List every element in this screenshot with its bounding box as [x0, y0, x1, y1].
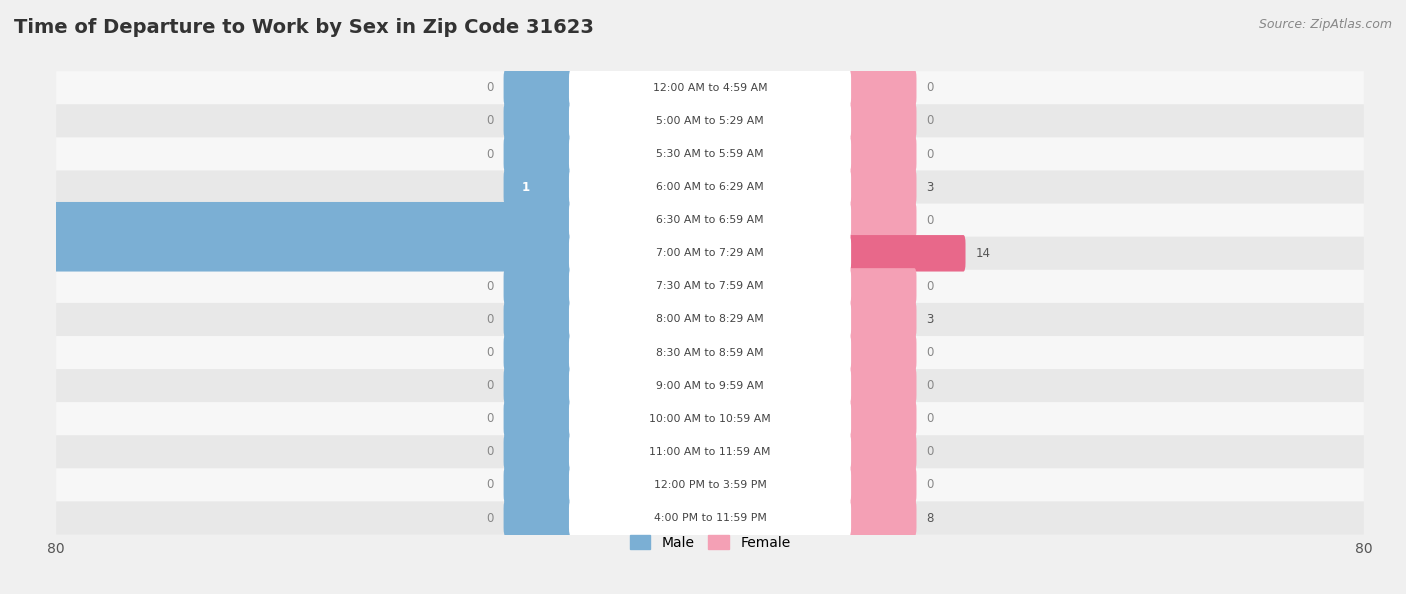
FancyBboxPatch shape — [569, 434, 851, 470]
FancyBboxPatch shape — [846, 169, 917, 206]
FancyBboxPatch shape — [569, 500, 851, 536]
Legend: Male, Female: Male, Female — [624, 529, 796, 555]
FancyBboxPatch shape — [569, 467, 851, 503]
FancyBboxPatch shape — [56, 501, 1364, 535]
FancyBboxPatch shape — [569, 301, 851, 338]
FancyBboxPatch shape — [56, 105, 1364, 137]
FancyBboxPatch shape — [846, 400, 917, 437]
FancyBboxPatch shape — [0, 235, 574, 271]
Text: 0: 0 — [486, 412, 494, 425]
Text: Source: ZipAtlas.com: Source: ZipAtlas.com — [1258, 18, 1392, 31]
Text: 0: 0 — [486, 379, 494, 392]
FancyBboxPatch shape — [569, 368, 851, 404]
FancyBboxPatch shape — [56, 137, 1364, 170]
Text: 0: 0 — [927, 446, 934, 459]
FancyBboxPatch shape — [846, 368, 917, 404]
FancyBboxPatch shape — [0, 202, 574, 238]
Text: 0: 0 — [927, 346, 934, 359]
Text: 3: 3 — [927, 181, 934, 194]
Text: 0: 0 — [927, 412, 934, 425]
FancyBboxPatch shape — [846, 235, 966, 271]
FancyBboxPatch shape — [56, 336, 1364, 369]
FancyBboxPatch shape — [569, 69, 851, 106]
Text: 8:00 AM to 8:29 AM: 8:00 AM to 8:29 AM — [657, 314, 763, 324]
FancyBboxPatch shape — [846, 103, 917, 139]
Text: 0: 0 — [927, 214, 934, 227]
Text: 0: 0 — [486, 511, 494, 525]
FancyBboxPatch shape — [56, 435, 1364, 469]
FancyBboxPatch shape — [503, 500, 574, 536]
Text: 0: 0 — [486, 313, 494, 326]
FancyBboxPatch shape — [56, 369, 1364, 402]
FancyBboxPatch shape — [503, 400, 574, 437]
Text: 5:00 AM to 5:29 AM: 5:00 AM to 5:29 AM — [657, 116, 763, 126]
FancyBboxPatch shape — [503, 103, 574, 139]
FancyBboxPatch shape — [503, 301, 574, 338]
Text: 0: 0 — [486, 478, 494, 491]
Text: 11:00 AM to 11:59 AM: 11:00 AM to 11:59 AM — [650, 447, 770, 457]
Text: 7:30 AM to 7:59 AM: 7:30 AM to 7:59 AM — [657, 282, 763, 292]
Text: 0: 0 — [927, 81, 934, 94]
FancyBboxPatch shape — [503, 368, 574, 404]
Text: 8:30 AM to 8:59 AM: 8:30 AM to 8:59 AM — [657, 347, 763, 358]
FancyBboxPatch shape — [569, 169, 851, 206]
FancyBboxPatch shape — [846, 136, 917, 172]
Text: 4:00 PM to 11:59 PM: 4:00 PM to 11:59 PM — [654, 513, 766, 523]
Text: 12:00 PM to 3:59 PM: 12:00 PM to 3:59 PM — [654, 480, 766, 490]
FancyBboxPatch shape — [503, 268, 574, 305]
FancyBboxPatch shape — [56, 303, 1364, 336]
FancyBboxPatch shape — [503, 136, 574, 172]
FancyBboxPatch shape — [569, 400, 851, 437]
Text: 6:00 AM to 6:29 AM: 6:00 AM to 6:29 AM — [657, 182, 763, 192]
Text: 0: 0 — [486, 81, 494, 94]
Text: 0: 0 — [486, 280, 494, 293]
Text: 10:00 AM to 10:59 AM: 10:00 AM to 10:59 AM — [650, 414, 770, 424]
FancyBboxPatch shape — [503, 434, 574, 470]
FancyBboxPatch shape — [846, 467, 917, 503]
Text: 0: 0 — [927, 478, 934, 491]
FancyBboxPatch shape — [56, 237, 1364, 270]
FancyBboxPatch shape — [569, 268, 851, 305]
FancyBboxPatch shape — [503, 69, 574, 106]
FancyBboxPatch shape — [503, 334, 574, 371]
FancyBboxPatch shape — [569, 334, 851, 371]
Text: 0: 0 — [927, 147, 934, 160]
Text: 0: 0 — [927, 280, 934, 293]
FancyBboxPatch shape — [846, 334, 917, 371]
FancyBboxPatch shape — [56, 270, 1364, 303]
FancyBboxPatch shape — [56, 71, 1364, 105]
Text: 6:30 AM to 6:59 AM: 6:30 AM to 6:59 AM — [657, 215, 763, 225]
Text: 0: 0 — [486, 446, 494, 459]
Text: 7:00 AM to 7:29 AM: 7:00 AM to 7:29 AM — [657, 248, 763, 258]
Text: 8: 8 — [927, 511, 934, 525]
FancyBboxPatch shape — [846, 434, 917, 470]
FancyBboxPatch shape — [569, 235, 851, 271]
Text: 0: 0 — [486, 147, 494, 160]
FancyBboxPatch shape — [846, 301, 917, 338]
FancyBboxPatch shape — [846, 500, 917, 536]
Text: 5:30 AM to 5:59 AM: 5:30 AM to 5:59 AM — [657, 149, 763, 159]
Text: 0: 0 — [486, 346, 494, 359]
Text: Time of Departure to Work by Sex in Zip Code 31623: Time of Departure to Work by Sex in Zip … — [14, 18, 593, 37]
Text: 1: 1 — [522, 181, 530, 194]
FancyBboxPatch shape — [846, 202, 917, 238]
FancyBboxPatch shape — [503, 169, 574, 206]
FancyBboxPatch shape — [846, 268, 917, 305]
FancyBboxPatch shape — [846, 69, 917, 106]
Text: 3: 3 — [927, 313, 934, 326]
Text: 0: 0 — [927, 115, 934, 128]
FancyBboxPatch shape — [56, 204, 1364, 237]
Text: 12:00 AM to 4:59 AM: 12:00 AM to 4:59 AM — [652, 83, 768, 93]
FancyBboxPatch shape — [569, 136, 851, 172]
Text: 9:00 AM to 9:59 AM: 9:00 AM to 9:59 AM — [657, 381, 763, 391]
Text: 14: 14 — [976, 247, 991, 260]
FancyBboxPatch shape — [56, 402, 1364, 435]
FancyBboxPatch shape — [56, 469, 1364, 501]
FancyBboxPatch shape — [569, 202, 851, 238]
FancyBboxPatch shape — [569, 103, 851, 139]
Text: 0: 0 — [927, 379, 934, 392]
FancyBboxPatch shape — [56, 170, 1364, 204]
FancyBboxPatch shape — [503, 467, 574, 503]
Text: 0: 0 — [486, 115, 494, 128]
